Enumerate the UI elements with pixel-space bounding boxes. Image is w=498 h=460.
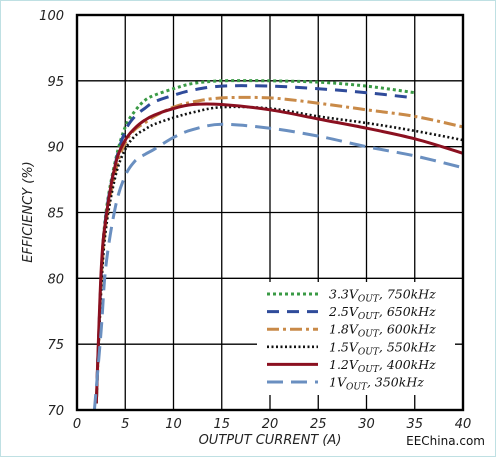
- series-line-1: [94, 79, 416, 404]
- legend-label-1: 3.3VOUT, 750kHz: [329, 287, 436, 305]
- y-tick-label: 90: [47, 141, 64, 156]
- plot-border: [75, 13, 465, 412]
- series-line-6: [92, 122, 464, 411]
- y-tick-label: 70: [47, 404, 64, 419]
- legend-box: [257, 282, 455, 395]
- x-tick-label: 40: [455, 417, 472, 432]
- x-tick-label: 15: [213, 417, 230, 432]
- y-tick-label: 80: [47, 272, 64, 287]
- legend-label-2: 2.5VOUT, 650kHz: [328, 304, 436, 322]
- x-tick-label: 5: [121, 417, 129, 432]
- y-tick-label: 75: [47, 338, 64, 353]
- legend-label-6: 1VOUT, 350kHz: [329, 375, 424, 393]
- x-tick-label: 20: [262, 417, 279, 432]
- series-lines: [92, 79, 464, 411]
- y-tick-label: 85: [47, 207, 64, 222]
- legend-label-3: 1.8VOUT, 600kHz: [329, 322, 436, 340]
- y-axis-label: EFFICIENCY (%): [21, 161, 36, 263]
- watermark-text: EEChina.com: [406, 434, 485, 448]
- series-line-5: [94, 102, 464, 404]
- x-tick-label: 25: [310, 417, 327, 432]
- tick-labels: 0 5 10 15 20 25 30 35 40 70 75 80 85 90 95 100: [39, 9, 471, 432]
- y-tick-label: 95: [47, 75, 64, 90]
- x-tick-label: 30: [358, 417, 375, 432]
- y-tick-label: 100: [39, 9, 64, 24]
- x-axis-label: OUTPUT CURRENT (A): [199, 433, 342, 448]
- legend-label-4: 1.5VOUT, 550kHz: [329, 339, 436, 357]
- x-tick-label: 35: [406, 417, 423, 432]
- x-tick-label: 0: [73, 417, 81, 432]
- legend-label-5: 1.2VOUT, 400kHz: [329, 357, 436, 375]
- x-tick-label: 10: [165, 417, 182, 432]
